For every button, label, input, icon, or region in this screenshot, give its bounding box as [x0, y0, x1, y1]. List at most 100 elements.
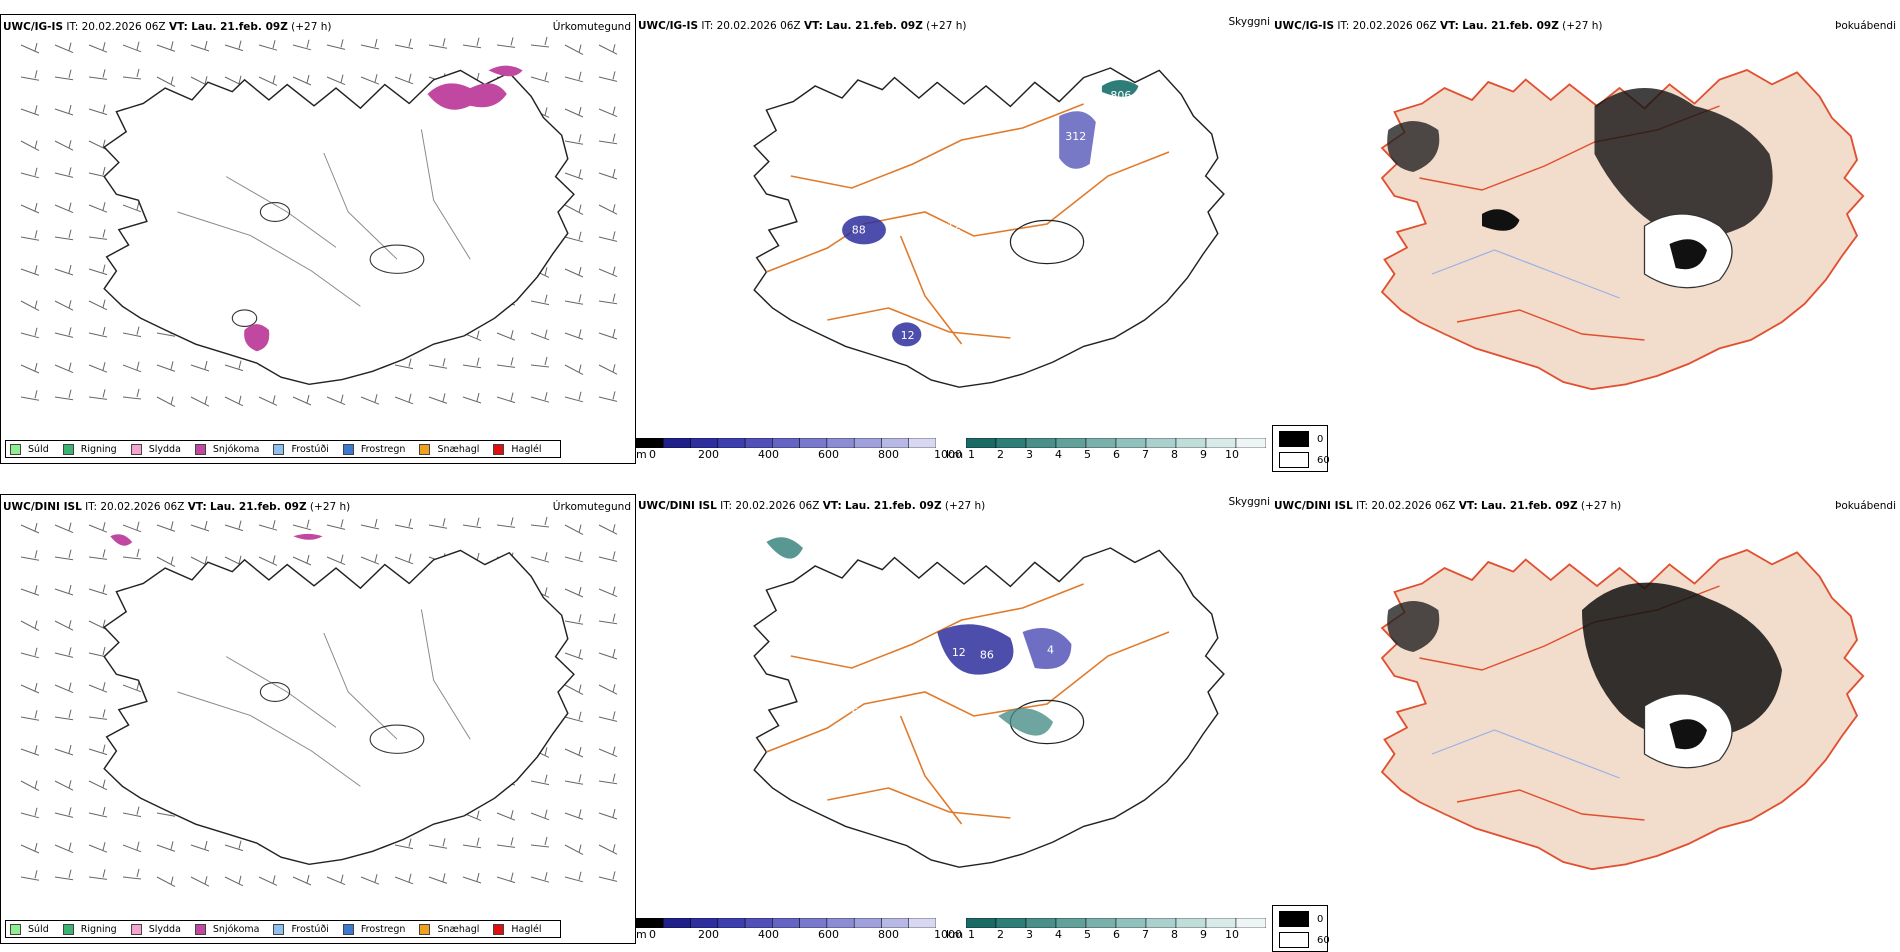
wind-barb — [224, 395, 244, 407]
colorbar-segment — [853, 437, 882, 449]
wind-barb — [156, 361, 176, 372]
wind-barb — [20, 522, 40, 534]
wind-barb — [530, 36, 550, 48]
wind-barb — [564, 231, 584, 243]
wind-barb — [20, 327, 40, 339]
bottom-fog-panel: UWC/DINI ISL IT: 20.02.2026 06Z VT: Lau.… — [1272, 494, 1900, 952]
wind-barb — [54, 869, 74, 881]
wind-barb — [598, 391, 618, 402]
bottom-vis-map: 12 86 4 64 10 13 — [753, 537, 1225, 868]
wind-barb — [428, 873, 448, 884]
wind-barb — [394, 38, 414, 50]
legend-item: Frostúði — [273, 443, 329, 455]
wind-barb — [292, 874, 312, 886]
colorbar-segment — [1055, 437, 1087, 449]
wind-barb — [598, 684, 618, 695]
colorbar-segment — [1235, 437, 1267, 449]
wind-barb — [88, 806, 108, 818]
coastline — [103, 69, 575, 386]
wind-barb — [598, 711, 618, 722]
wind-barb — [598, 364, 618, 375]
wind-barb — [394, 553, 414, 565]
colorbar-segment — [965, 437, 997, 449]
wind-barb — [326, 394, 346, 406]
wind-barb — [496, 357, 516, 368]
low-vis-area — [1101, 80, 1139, 97]
wind-barb — [156, 876, 176, 888]
wind-barb — [190, 840, 210, 852]
wind-barb — [258, 875, 278, 886]
bottom-fog-title: UWC/DINI ISL IT: 20.02.2026 06Z VT: Lau.… — [1274, 500, 1622, 512]
wind-barb — [156, 556, 176, 568]
wind-barb — [496, 872, 516, 884]
colorbar-segment — [663, 917, 691, 929]
vis-label: 64 — [852, 706, 866, 719]
wind-barb — [88, 842, 108, 853]
colorbar-segment — [965, 917, 997, 929]
wind-barb — [530, 294, 550, 306]
wind-barb — [20, 745, 40, 756]
wind-barb — [156, 521, 176, 532]
wind-barb — [394, 393, 414, 405]
wind-barb — [20, 140, 40, 152]
wind-barb — [20, 167, 40, 179]
wind-barb — [224, 360, 244, 372]
wind-barb — [564, 649, 584, 660]
wind-barb — [496, 837, 516, 848]
legend-item: Rigning — [62, 443, 117, 455]
wind-barb — [598, 204, 618, 215]
wind-barb — [54, 69, 74, 81]
colorbar-segment — [772, 917, 800, 929]
wind-barb — [394, 518, 414, 530]
colorbar-segment — [995, 917, 1027, 929]
wind-barb — [326, 874, 346, 886]
colorbar-segment — [1085, 917, 1117, 929]
colorbar-segment — [690, 437, 719, 449]
wind-barb — [258, 520, 278, 531]
wind-barb — [326, 519, 346, 530]
wind-barb — [530, 872, 550, 883]
wind-barb — [530, 356, 550, 368]
wind-barb — [54, 300, 74, 311]
wind-barb — [564, 364, 584, 376]
top-vis-field: Skyggni — [1228, 16, 1271, 28]
colorbar-segment — [799, 917, 828, 929]
top-precip-panel: UWC/IG-IS IT: 20.02.2026 06Z VT: Lau. 21… — [0, 14, 636, 464]
colorbar-segment — [690, 917, 719, 929]
colorbar-segment — [1175, 437, 1207, 449]
wind-barb — [598, 746, 618, 758]
colorbar-segment — [663, 437, 691, 449]
legend-item: Haglél — [493, 923, 542, 935]
wind-barb — [20, 780, 40, 792]
wind-barb — [54, 104, 74, 116]
wind-barb — [54, 584, 74, 596]
colorbar-segment — [1235, 917, 1267, 929]
legend-item: Frostregn — [342, 923, 405, 935]
wind-barb — [54, 140, 74, 151]
colorbar-segment — [995, 437, 1027, 449]
wind-barb — [428, 518, 448, 529]
colorbar-segment — [717, 437, 746, 449]
wind-barb — [598, 231, 618, 242]
wind-barb — [598, 524, 618, 535]
wind-barb — [496, 330, 516, 341]
wind-barb — [598, 773, 618, 785]
colorbar-segment — [1025, 917, 1057, 929]
wind-barb — [224, 40, 244, 52]
wind-barb — [190, 360, 210, 372]
wind-barb — [20, 390, 40, 401]
colorbar-segment — [826, 917, 855, 929]
bottom-precip-title: UWC/DINI ISL IT: 20.02.2026 06Z VT: Lau.… — [3, 501, 351, 513]
wind-barb — [530, 552, 550, 563]
roads — [766, 103, 1170, 345]
wind-barb — [54, 327, 74, 338]
colorbar-segment — [1145, 437, 1177, 449]
wind-barb — [88, 709, 108, 720]
wind-barb — [564, 71, 584, 83]
wind-barb — [122, 68, 142, 80]
wind-barb — [564, 169, 584, 180]
wind-barb — [394, 358, 414, 370]
legend-swatch — [10, 443, 21, 455]
wind-barb — [326, 39, 346, 50]
colorbar-segment — [881, 437, 909, 449]
